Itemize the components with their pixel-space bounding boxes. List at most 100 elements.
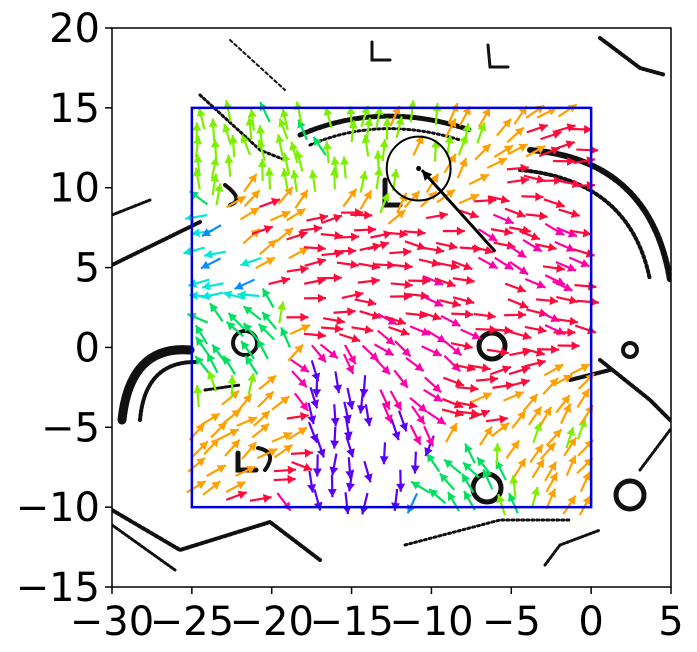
flow-arrow-head	[470, 383, 479, 393]
flow-arrow-head	[195, 356, 204, 366]
flow-arrow-head	[356, 405, 366, 414]
flow-arrow-head	[209, 303, 219, 313]
flow-arrow-head	[452, 346, 462, 356]
flow-arrow-head	[539, 211, 548, 221]
flow-arrow-head	[447, 153, 456, 164]
flow-arrow-head	[228, 134, 238, 144]
flow-arrow-head	[201, 291, 211, 301]
flow-arrow-head	[427, 191, 437, 201]
flow-arrow-head	[236, 481, 246, 490]
flow-arrow-head	[400, 327, 410, 336]
flow-arrow-head	[212, 344, 221, 354]
flow-arrow-head	[250, 190, 260, 200]
flow-arrow-head	[343, 431, 353, 440]
flow-arrow-head	[384, 347, 394, 356]
flow-arrow-head	[582, 495, 591, 505]
flow-arrow-head	[319, 213, 328, 223]
flow-arrow-head	[501, 365, 511, 374]
flow-arrow-head	[487, 195, 497, 205]
flow-arrow-head	[567, 327, 576, 337]
flow-arrow-head	[207, 370, 216, 380]
flow-arrow-head	[262, 288, 271, 298]
map-pillar-right	[613, 478, 647, 512]
x-axis: −30−25−20−15−10 −5 0 5	[70, 587, 684, 645]
flow-arrow-head	[277, 301, 287, 311]
flow-arrow-head	[345, 470, 355, 480]
flow-arrow-head	[448, 241, 458, 251]
flow-arrow-head	[312, 389, 322, 398]
flow-arrow-head	[280, 396, 290, 405]
flow-arrow-head	[569, 295, 578, 305]
flow-arrow-head	[489, 374, 499, 384]
flow-arrow-head	[436, 416, 446, 425]
flow-arrow-head	[547, 242, 557, 252]
flow-arrow-head	[536, 174, 546, 184]
flow-arrow-head	[195, 336, 205, 347]
flow-arrow-head	[566, 427, 576, 437]
flow-arrow-head	[435, 245, 445, 255]
flow-arrow-head	[462, 122, 472, 132]
flow-arrow-head	[504, 261, 514, 270]
x-tick-label: 0	[578, 599, 603, 645]
flow-arrow-head	[492, 443, 502, 452]
flow-arrow-head	[401, 347, 411, 357]
flow-arrow-head	[479, 174, 489, 183]
flow-arrow-head	[504, 325, 513, 335]
flow-arrow-head	[565, 243, 576, 252]
flow-arrow-head	[243, 306, 253, 315]
flow-arrow-head	[350, 232, 360, 242]
flow-arrow-head	[348, 188, 357, 198]
flow-arrow-head	[454, 378, 464, 387]
flow-arrow-head	[550, 345, 560, 355]
flow-arrow-head	[480, 409, 490, 418]
flow-arrow-head	[308, 170, 318, 179]
flow-arrow-head	[424, 446, 433, 457]
flow-arrow-head	[384, 414, 393, 424]
flow-arrow-head	[317, 353, 326, 363]
flow-arrow-head	[262, 493, 272, 503]
map-arc-right	[527, 147, 671, 283]
flow-arrow-head	[270, 197, 281, 207]
flow-arrow-head	[223, 355, 232, 365]
flow-arrow-head	[364, 325, 374, 334]
flow-arrow-head	[463, 341, 473, 351]
flow-arrow-head	[198, 441, 208, 451]
flow-arrow-head	[237, 290, 246, 300]
flow-arrow-head	[333, 273, 342, 283]
flow-arrow-head	[582, 228, 592, 238]
flow-arrow-head	[278, 118, 287, 128]
flow-arrow-head	[421, 327, 431, 336]
flow-arrow-head	[240, 134, 250, 144]
flow-arrow-head	[263, 225, 273, 234]
flow-arrow-head	[387, 316, 397, 325]
flow-arrow-head	[547, 107, 557, 116]
flow-arrow-head	[228, 313, 238, 322]
flow-arrow-head	[383, 230, 392, 240]
flow-arrow-head	[382, 117, 392, 126]
flow-arrow-head	[530, 232, 540, 241]
flow-arrow-head	[433, 393, 443, 402]
flow-arrow-head	[412, 435, 421, 445]
flow-arrow-head	[299, 189, 308, 200]
flow-arrow-head	[230, 439, 240, 449]
flow-arrow-head	[317, 330, 326, 340]
flow-arrow-head	[265, 257, 275, 266]
flow-arrow-head	[503, 227, 513, 237]
flow-arrow-head	[264, 391, 274, 401]
flow-arrow-head	[300, 312, 309, 322]
flow-arrow-head	[323, 107, 333, 116]
flow-arrow-head	[516, 209, 526, 218]
flow-arrow-head	[210, 157, 220, 166]
map-wall-left-upper	[112, 198, 152, 217]
flow-arrow-head	[431, 139, 441, 148]
flow-arrow-head	[566, 263, 577, 272]
flow-arrow-head	[471, 331, 481, 340]
flow-arrow-head	[565, 140, 575, 149]
flow-arrow-head	[399, 378, 408, 388]
map-wall-top-right	[598, 36, 667, 77]
flow-arrow-head	[448, 423, 457, 433]
flow-arrow-head	[363, 473, 373, 483]
flow-arrow-head	[195, 423, 205, 433]
flow-arrow-head	[584, 124, 593, 134]
flow-arrow-head	[555, 199, 565, 209]
